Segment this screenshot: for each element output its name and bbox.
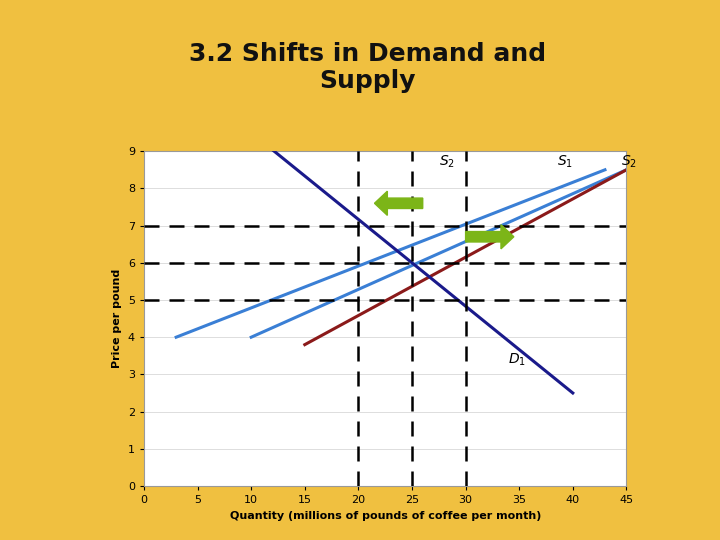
Text: $S_2$: $S_2$ xyxy=(438,154,455,171)
Text: $D_1$: $D_1$ xyxy=(508,351,526,368)
FancyArrow shape xyxy=(466,225,514,249)
X-axis label: Quantity (millions of pounds of coffee per month): Quantity (millions of pounds of coffee p… xyxy=(230,511,541,521)
Text: 3.2 Shifts in Demand and
Supply: 3.2 Shifts in Demand and Supply xyxy=(189,42,546,93)
Y-axis label: Price per pound: Price per pound xyxy=(112,269,122,368)
Text: $S_2$: $S_2$ xyxy=(621,154,637,171)
FancyArrow shape xyxy=(374,191,423,215)
Text: $S_1$: $S_1$ xyxy=(557,154,573,171)
